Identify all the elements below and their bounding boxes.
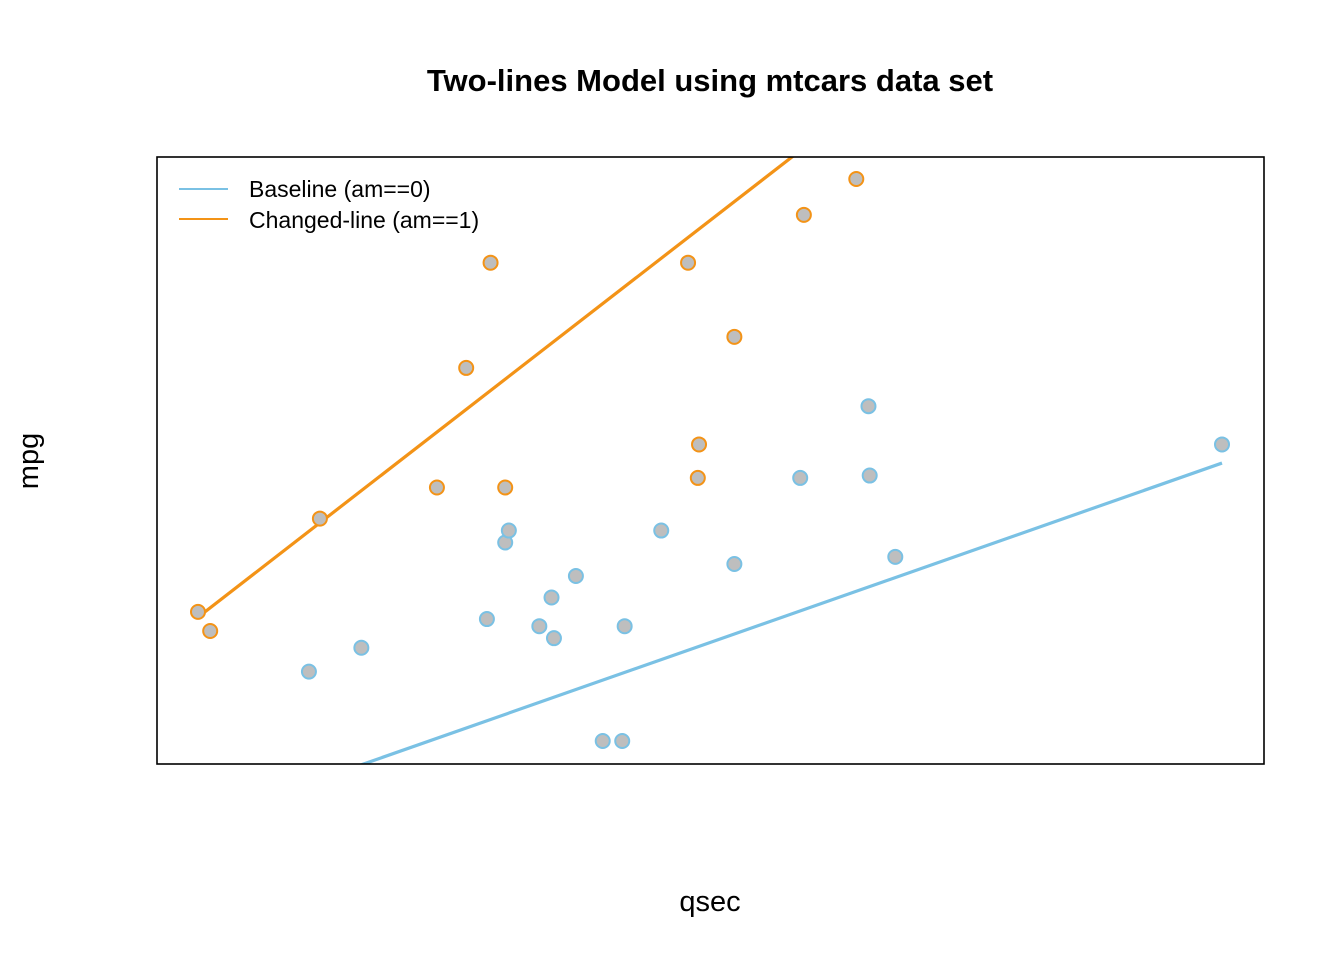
legend-label-changed-line: Changed-line (am==1) [249, 207, 479, 233]
x-axis-label: qsec [679, 886, 740, 918]
data-points [190, 171, 1230, 749]
data-point-series-0-16 [531, 618, 548, 635]
data-point-series-1-8 [482, 254, 499, 271]
data-point-series-0-14 [861, 467, 878, 484]
data-point-series-0-13 [545, 630, 562, 647]
chart-title: Two-lines Model using mtcars data set [427, 63, 993, 98]
plot-frame [156, 156, 1265, 765]
data-point-series-1-12 [689, 469, 706, 486]
data-point-series-0-10 [616, 618, 633, 635]
y-axis-label: mpg [13, 433, 45, 489]
data-point-series-0-3 [353, 639, 370, 656]
data-point-series-1-7 [458, 359, 475, 376]
data-point-series-0-9 [567, 567, 584, 584]
data-point-series-0-8 [543, 589, 560, 606]
data-point-series-0-11 [614, 733, 631, 749]
data-point-series-1-3 [795, 206, 812, 223]
legend: Baseline (am==0) Changed-line (am==1) [179, 176, 479, 233]
data-point-series-1-6 [726, 328, 743, 345]
data-point-series-0-4 [860, 398, 877, 415]
data-point-series-0-6 [653, 522, 670, 539]
fit-lines [197, 157, 1223, 764]
fit-line-series-1 [197, 157, 795, 619]
fit-line-series-0 [358, 461, 1223, 764]
data-point-series-0-17 [300, 663, 317, 680]
data-point-series-0-15 [478, 611, 495, 628]
data-point-series-0-7 [726, 556, 743, 573]
data-point-series-1-1 [497, 479, 514, 496]
data-point-series-0-0 [792, 469, 809, 486]
data-point-series-0-2 [887, 548, 904, 565]
data-point-series-1-4 [680, 254, 697, 271]
data-point-series-1-0 [428, 479, 445, 496]
data-point-series-1-9 [190, 603, 206, 620]
data-point-series-1-10 [311, 510, 328, 527]
data-point-series-0-18 [500, 522, 517, 539]
data-point-series-0-12 [594, 733, 611, 749]
data-point-series-1-2 [691, 436, 708, 453]
data-point-series-1-5 [848, 171, 865, 187]
data-point-series-0-5 [1214, 436, 1230, 453]
legend-label-baseline: Baseline (am==0) [249, 176, 431, 202]
data-point-series-1-11 [202, 622, 219, 639]
